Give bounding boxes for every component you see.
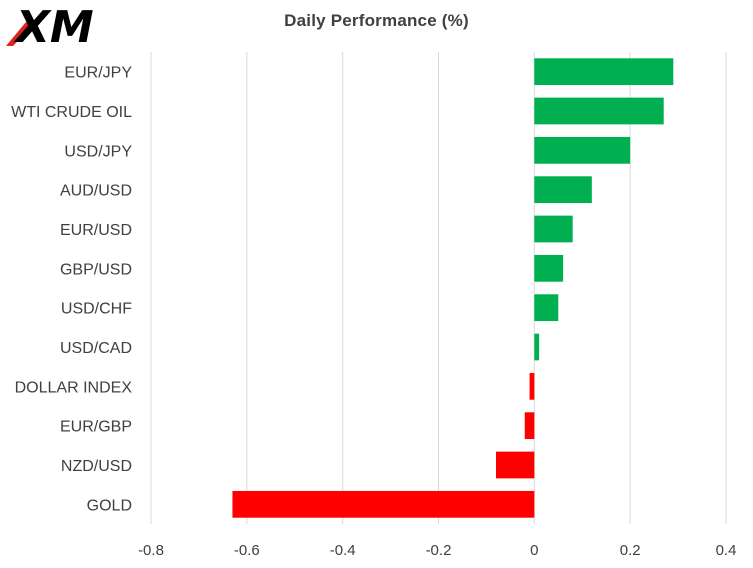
bar [534, 333, 540, 361]
gridlines [150, 52, 727, 524]
category-label: NZD/USD [61, 458, 132, 475]
chart-title: Daily Performance (%) [284, 11, 469, 30]
category-label: GOLD [87, 497, 132, 514]
bar [534, 215, 573, 243]
category-labels: EUR/JPY WTI CRUDE OIL USD/JPY AUD/USD EUR/US… [11, 65, 132, 515]
bar [534, 254, 564, 282]
bar [496, 451, 535, 479]
bar [534, 58, 674, 86]
bar [534, 136, 631, 164]
category-label: DOLLAR INDEX [15, 379, 133, 396]
x-tick-label: -0.4 [330, 542, 356, 559]
x-tick-label: -0.6 [234, 542, 260, 559]
category-label: USD/CHF [61, 301, 132, 318]
logo-text: XM [13, 2, 94, 48]
logo-accent-stroke [6, 22, 31, 46]
bar [534, 294, 559, 322]
x-axis-tick-labels: -0.8 -0.6 -0.4 -0.2 0 0.2 0.4 [138, 542, 736, 559]
x-tick-label: 0.4 [716, 542, 737, 559]
category-label: EUR/JPY [64, 65, 132, 82]
bar [524, 412, 535, 440]
bar [232, 490, 535, 518]
category-label: GBP/USD [60, 261, 132, 278]
bar [534, 97, 664, 125]
category-label: AUD/USD [60, 183, 132, 200]
x-tick-label: -0.8 [138, 542, 164, 559]
category-label: USD/JPY [64, 143, 132, 160]
category-label: EUR/GBP [60, 419, 132, 436]
bars [232, 58, 674, 518]
xm-logo: XM [6, 2, 94, 48]
bar [529, 372, 535, 400]
x-tick-label: 0 [530, 542, 538, 559]
bar [534, 176, 592, 204]
x-tick-label: 0.2 [620, 542, 641, 559]
category-label: EUR/USD [60, 222, 132, 239]
category-label: WTI CRUDE OIL [11, 104, 132, 121]
x-tick-label: -0.2 [426, 542, 452, 559]
category-label: USD/CAD [60, 340, 132, 357]
